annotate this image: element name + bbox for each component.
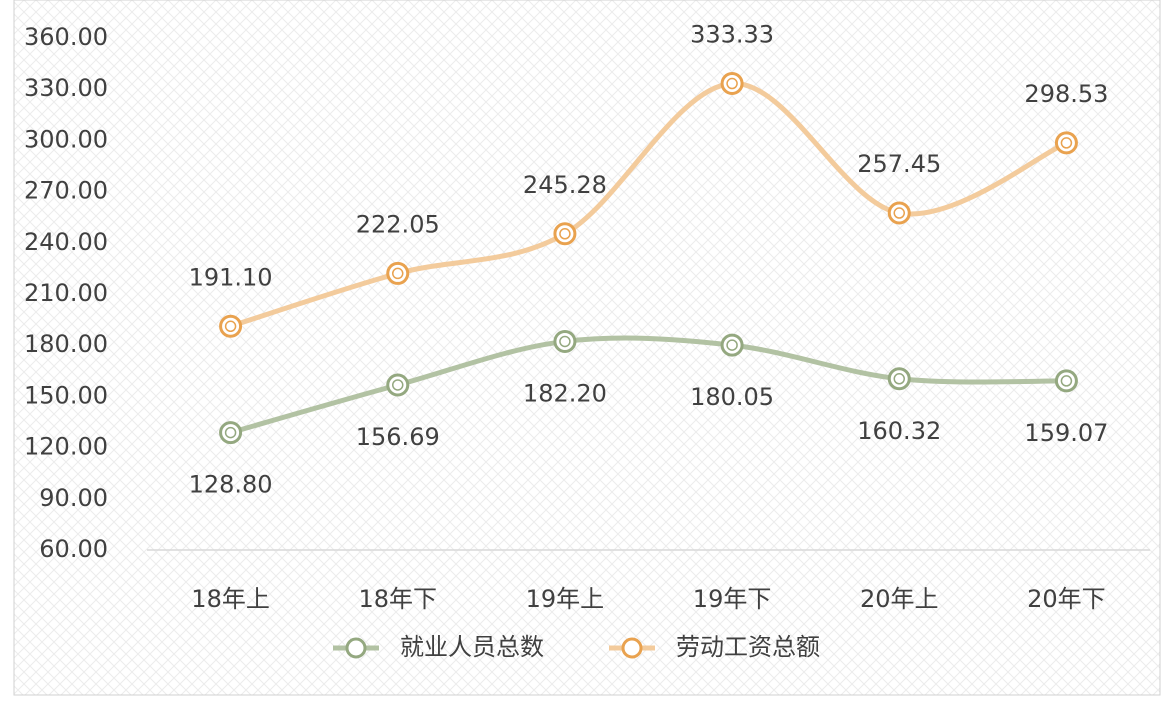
series-line bbox=[228, 81, 1069, 329]
series-line bbox=[228, 335, 1069, 436]
data-label: 128.80 bbox=[189, 471, 273, 499]
data-label: 159.07 bbox=[1024, 419, 1108, 447]
marker-inner bbox=[392, 267, 404, 280]
marker-inner bbox=[893, 207, 905, 219]
marker bbox=[386, 261, 410, 285]
y-tick-label: 330.00 bbox=[24, 74, 108, 102]
data-label: 182.20 bbox=[523, 379, 607, 407]
legend-marker bbox=[345, 637, 367, 659]
marker-inner bbox=[224, 320, 237, 333]
data-label: 191.10 bbox=[189, 263, 273, 291]
marker-inner bbox=[392, 379, 404, 391]
legend-marker bbox=[621, 637, 643, 659]
x-tick-label: 19年下 bbox=[693, 585, 772, 613]
data-label: 180.05 bbox=[690, 383, 774, 411]
x-tick-label: 20年下 bbox=[1027, 585, 1106, 613]
legend-label: 劳动工资总额 bbox=[676, 633, 820, 661]
marker bbox=[1054, 369, 1078, 393]
x-tick-label: 18年下 bbox=[358, 585, 437, 613]
data-label: 160.32 bbox=[857, 417, 941, 445]
x-tick-label: 18年上 bbox=[191, 585, 270, 613]
marker bbox=[386, 373, 410, 397]
marker-inner bbox=[559, 335, 571, 348]
y-tick-label: 270.00 bbox=[24, 177, 108, 205]
marker-inner bbox=[559, 228, 571, 240]
marker bbox=[720, 72, 744, 96]
marker-inner bbox=[1060, 375, 1073, 387]
data-label: 245.28 bbox=[523, 171, 607, 199]
marker bbox=[219, 421, 243, 445]
data-label: 156.69 bbox=[356, 423, 440, 451]
marker bbox=[553, 222, 577, 246]
marker-inner bbox=[893, 373, 905, 385]
marker-inner bbox=[224, 426, 237, 439]
x-tick-label: 20年上 bbox=[860, 585, 939, 613]
y-tick-label: 360.00 bbox=[24, 23, 108, 51]
marker bbox=[219, 314, 243, 338]
x-tick-label: 19年上 bbox=[526, 585, 605, 613]
marker-inner bbox=[726, 339, 738, 351]
data-label: 257.45 bbox=[857, 150, 941, 178]
y-tick-label: 150.00 bbox=[24, 381, 108, 409]
marker bbox=[553, 329, 577, 353]
data-label: 222.05 bbox=[356, 210, 440, 238]
marker bbox=[1054, 131, 1078, 155]
y-tick-label: 180.00 bbox=[24, 330, 108, 358]
chart-frame bbox=[13, 0, 1161, 696]
marker bbox=[887, 367, 911, 391]
y-tick-label: 120.00 bbox=[24, 433, 108, 461]
y-tick-label: 210.00 bbox=[24, 279, 108, 307]
marker bbox=[720, 333, 744, 357]
marker-inner bbox=[1060, 137, 1073, 149]
marker-inner bbox=[726, 77, 738, 90]
y-tick-label: 300.00 bbox=[24, 125, 108, 153]
y-tick-label: 60.00 bbox=[39, 535, 108, 563]
y-tick-label: 90.00 bbox=[39, 484, 108, 512]
y-tick-label: 240.00 bbox=[24, 228, 108, 256]
legend-label: 就业人员总数 bbox=[400, 633, 544, 661]
marker bbox=[887, 201, 911, 225]
data-label: 298.53 bbox=[1024, 80, 1108, 108]
data-label: 333.33 bbox=[690, 21, 774, 49]
